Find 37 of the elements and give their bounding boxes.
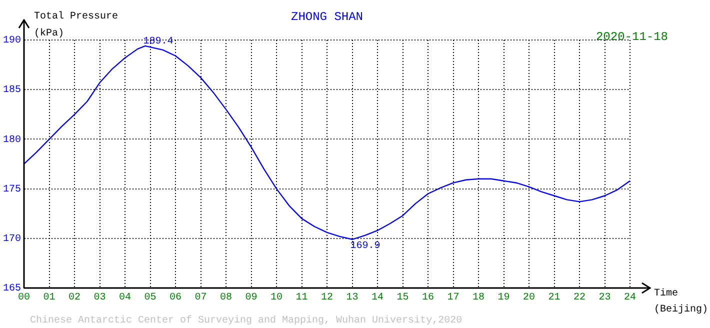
x-tick-label: 06 [169,292,182,304]
x-tick-label: 23 [598,292,611,304]
x-tick-label: 17 [447,292,460,304]
x-tick-label: 02 [68,292,81,304]
x-tick-label: 11 [296,292,308,304]
y-tick-label: 180 [2,134,22,146]
x-tick-label: 18 [472,292,485,304]
x-tick-label: 14 [371,292,384,304]
chart-title: ZHONG SHAN [290,10,364,24]
y-axis-title: Total Pressure (kPa) [34,10,118,40]
y-tick-label: 170 [2,234,22,246]
x-tick-label: 00 [18,292,30,304]
x-tick-label: 07 [194,292,207,304]
x-tick-label: 13 [346,292,358,304]
y-tick-label: 185 [2,85,22,96]
text: Chinese Antarctic Center of Surveying and Mapping, Wuhan University,2020 [30,314,462,327]
x-tick-label: 22 [573,292,586,304]
x-tick-label: 15 [396,292,409,304]
x-tick-label: 03 [94,292,106,304]
annotation: 189.4 [143,36,174,48]
annotation: 2020-11-18 [596,30,668,44]
x-tick-label: 19 [498,292,510,304]
x-tick-label: 04 [118,292,132,304]
x-tick-label: 21 [548,292,560,304]
x-tick-label: 01 [43,292,56,304]
x-tick-label: 12 [320,292,334,304]
x-axis-title: Time (Beijing) [654,288,708,316]
x-tick-label: 05 [144,292,156,304]
x-tick-label: 09 [245,292,258,304]
x-tick-label: 16 [422,292,434,304]
x-tick-label: 08 [220,292,232,304]
y-tick-label: 190 [2,36,22,47]
x-tick-label: 20 [522,292,536,304]
y-tick-label: 175 [2,184,22,196]
x-tick-label: 10 [270,292,283,304]
x-tick-label: 24 [624,292,636,304]
annotation: 169.9 [350,241,380,252]
